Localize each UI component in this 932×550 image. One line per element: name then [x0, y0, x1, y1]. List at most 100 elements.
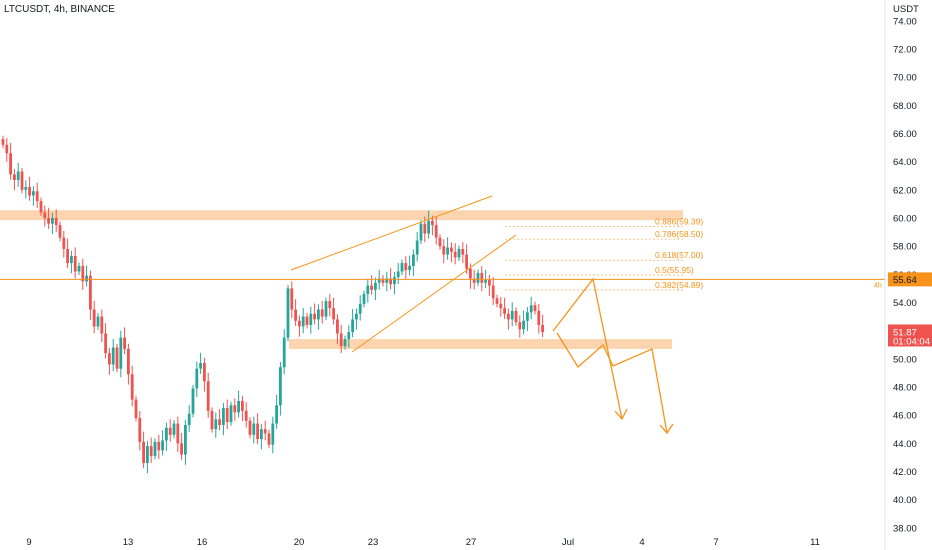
x-tick-label: 20 — [294, 537, 305, 548]
x-tick-label: 13 — [123, 537, 134, 548]
y-tick-label: 40.00 — [893, 495, 917, 506]
candle-body — [172, 423, 176, 435]
candle-body — [165, 427, 168, 441]
candle-body — [142, 441, 145, 463]
candle-body — [256, 423, 259, 440]
candle-body — [92, 309, 96, 327]
resistance-zone — [0, 210, 683, 221]
candle-body — [298, 320, 301, 327]
current-price-tag — [888, 324, 932, 347]
candle-body — [282, 337, 286, 368]
candle-body — [13, 174, 16, 180]
candle-body — [28, 187, 31, 196]
candle-body — [385, 278, 389, 283]
candle-body — [358, 303, 362, 314]
candle-body — [241, 401, 244, 411]
candle-body — [533, 305, 537, 311]
candle-body — [362, 294, 366, 304]
candle-body — [16, 171, 20, 180]
candle-body — [431, 220, 434, 226]
x-tick-label: 7 — [713, 537, 718, 548]
candle-body — [62, 237, 66, 249]
drawings-layer: 0.886(59.39) 0.786(58.50) 0.618(57.00) 0.5(… — [0, 195, 885, 435]
candle-body — [332, 308, 335, 320]
candle-body — [476, 272, 480, 283]
candle-body — [146, 446, 149, 463]
candle-body — [488, 279, 491, 286]
y-tick-label: 58.00 — [893, 242, 917, 253]
candle-body — [301, 316, 305, 327]
fib-label: 0.786(58.50) — [655, 229, 703, 239]
candle-body — [260, 429, 263, 440]
candle-body — [130, 374, 134, 400]
y-tick-label: 72.00 — [893, 45, 917, 56]
candle-body — [518, 322, 522, 330]
candle-body — [522, 320, 525, 330]
candle-body — [507, 313, 510, 320]
candle-body — [233, 405, 237, 413]
projection-path-2 — [556, 332, 668, 434]
candle-body — [81, 265, 85, 282]
candle-body — [32, 191, 35, 196]
candle-body — [100, 316, 104, 334]
candle-body — [465, 254, 468, 269]
candle-body — [415, 240, 419, 255]
candle-body — [457, 248, 461, 258]
candle-body — [73, 256, 77, 272]
candle-body — [199, 363, 202, 369]
candle-body — [134, 399, 138, 418]
candle-body — [366, 285, 370, 295]
candle-body — [419, 223, 423, 241]
candle-body — [438, 237, 442, 247]
x-tick-label: Jul — [562, 537, 574, 548]
candle-body — [423, 223, 427, 234]
candle-body — [229, 405, 233, 423]
candle-body — [427, 220, 430, 234]
candle-body — [396, 271, 400, 278]
candle-body — [313, 313, 316, 320]
candle-body — [271, 423, 275, 445]
candle-body — [210, 410, 214, 430]
candle-body — [434, 225, 438, 238]
candle-body — [309, 313, 313, 326]
candle-body — [393, 277, 396, 285]
candle-body — [237, 401, 240, 413]
candle-body — [374, 282, 377, 290]
candle-body — [267, 433, 271, 445]
support-zone — [289, 339, 672, 349]
candle-body — [54, 218, 58, 226]
candle-body — [203, 363, 206, 382]
candle-body — [77, 265, 81, 272]
y-tick-label: 46.00 — [893, 411, 917, 422]
projection-arrowhead-1 — [614, 408, 628, 421]
x-tick-label: 9 — [26, 537, 31, 548]
level-interval-tag: 4h — [874, 282, 882, 289]
y-tick-label: 64.00 — [893, 157, 917, 168]
candle-body — [541, 325, 544, 333]
candle-body — [355, 313, 358, 320]
candle-body — [370, 285, 373, 290]
x-tick-label: 4 — [639, 537, 644, 548]
x-tick-label: 27 — [466, 537, 477, 548]
candle-body — [218, 419, 221, 425]
candle-body — [351, 319, 354, 333]
candle-body — [138, 417, 142, 442]
candle-body — [248, 420, 252, 435]
candle-body — [339, 333, 343, 347]
candle-body — [127, 348, 130, 375]
candle-body — [47, 218, 50, 224]
wedge-upper-line — [290, 195, 493, 271]
candle-body — [115, 347, 119, 369]
candle-body — [450, 247, 453, 252]
y-tick-label: 60.00 — [893, 214, 917, 225]
candle-body — [263, 429, 267, 434]
candle-body — [503, 308, 506, 314]
candle-body — [214, 419, 218, 430]
y-tick-label: 70.00 — [893, 73, 917, 84]
candle-body — [491, 285, 495, 299]
y-tick-label: 50.00 — [893, 354, 917, 365]
candle-body — [149, 446, 153, 456]
candle-body — [108, 353, 111, 365]
candle-body — [286, 288, 290, 338]
